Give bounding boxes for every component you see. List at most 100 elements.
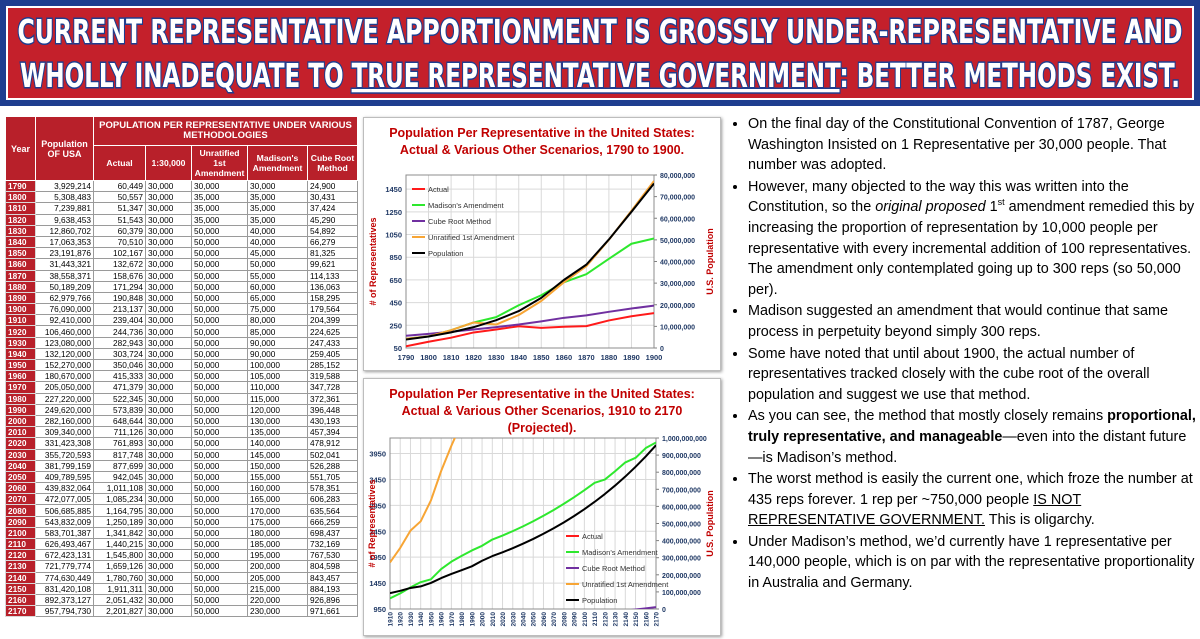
value-cell: 205,000 bbox=[247, 571, 308, 584]
table-row: 1820 9,638,453 51,543 30,000 35,000 35,000 45,… bbox=[5, 213, 359, 226]
value-cell: 45,000 bbox=[247, 247, 308, 260]
y-tick-label: 1450 bbox=[369, 579, 386, 588]
year-cell: 2070 bbox=[5, 493, 36, 506]
x-tick-label: 1880 bbox=[601, 353, 618, 362]
y2-tick-label: 600,000,000 bbox=[662, 504, 701, 511]
value-cell: 7,239,881 bbox=[35, 202, 94, 215]
value-cell: 30,000 bbox=[145, 280, 192, 293]
value-cell: 551,705 bbox=[306, 470, 359, 484]
table-row: 2160 892,373,127 2,051,432 30,000 50,000 220,… bbox=[5, 593, 359, 607]
data-table-container: Year Population OF USA POPULATION PER REPR… bbox=[5, 116, 359, 618]
table-row: 2060 439,832,064 1,011,108 30,000 50,000 160,… bbox=[5, 482, 359, 495]
value-cell: 99,621 bbox=[306, 258, 359, 271]
y-axis-title: # of Representatives bbox=[368, 217, 378, 305]
value-cell: 543,832,009 bbox=[35, 515, 94, 528]
value-cell: 50,000 bbox=[191, 291, 248, 305]
value-cell: 30,000 bbox=[145, 179, 192, 193]
bullet: However, many objected to the way this w… bbox=[748, 177, 1196, 301]
value-cell: 12,860,702 bbox=[35, 224, 94, 237]
y-tick-label: 2950 bbox=[369, 501, 386, 510]
header-row: Year Population OF USA POPULATION PER REPR… bbox=[5, 116, 359, 181]
title-line: WHOLLY INADEQUATE TO TRUE REPRESENTATIVE… bbox=[20, 56, 1180, 95]
value-cell: 90,000 bbox=[247, 347, 308, 361]
value-cell: 24,900 bbox=[306, 179, 359, 193]
year-cell: 2040 bbox=[5, 459, 36, 472]
value-cell: 195,000 bbox=[247, 549, 308, 562]
y2-axis-title: U.S. Population bbox=[705, 228, 715, 295]
value-cell: 102,167 bbox=[93, 247, 146, 260]
value-cell: 3,929,214 bbox=[35, 179, 94, 193]
value-cell: 672,423,131 bbox=[35, 549, 94, 562]
value-cell: 115,000 bbox=[247, 392, 308, 405]
value-cell: 30,000 bbox=[145, 470, 192, 484]
value-cell: 81,325 bbox=[306, 247, 359, 260]
value-cell: 1,011,108 bbox=[93, 482, 146, 495]
value-cell: 732,169 bbox=[306, 537, 359, 551]
value-cell: 50,000 bbox=[191, 269, 248, 282]
value-cell: 774,630,449 bbox=[35, 571, 94, 584]
value-cell: 50,000 bbox=[191, 392, 248, 405]
x-tick-label: 2040 bbox=[521, 612, 528, 627]
y2-axis-title: U.S. Population bbox=[705, 490, 715, 557]
year-cell: 1960 bbox=[5, 370, 36, 383]
series-line bbox=[406, 312, 654, 348]
value-cell: 635,564 bbox=[306, 504, 359, 517]
year-cell: 2080 bbox=[5, 504, 36, 517]
year-cell: 1830 bbox=[5, 224, 36, 237]
value-cell: 50,000 bbox=[191, 526, 248, 540]
y2-tick-label: 30,000,000 bbox=[660, 281, 695, 288]
x-tick-label: 1900 bbox=[646, 353, 663, 362]
value-cell: 215,000 bbox=[247, 582, 308, 595]
value-cell: 30,000 bbox=[247, 179, 308, 193]
value-cell: 350,046 bbox=[93, 358, 146, 372]
y2-tick-label: 70,000,000 bbox=[660, 195, 695, 202]
value-cell: 179,564 bbox=[306, 303, 359, 316]
value-cell: 347,728 bbox=[306, 381, 359, 394]
year-cell: 1990 bbox=[5, 403, 36, 416]
table-body: 1790 3,929,214 60,449 30,000 30,000 30,000 24,… bbox=[5, 179, 359, 618]
value-cell: 2,201,827 bbox=[93, 605, 146, 618]
bullet-text: —even into the distant future—is Madison… bbox=[748, 428, 1187, 466]
year-cell: 2170 bbox=[5, 605, 36, 618]
table-row: 1800 5,308,483 50,557 30,000 35,000 35,000 30,… bbox=[5, 191, 359, 204]
year-cell: 2090 bbox=[5, 515, 36, 528]
bullet-text: On the final day of the Constitutional C… bbox=[748, 116, 1167, 174]
value-cell: 30,000 bbox=[145, 515, 192, 528]
value-cell: 171,294 bbox=[93, 280, 146, 293]
value-cell: 136,063 bbox=[306, 280, 359, 293]
value-cell: 30,000 bbox=[145, 537, 192, 551]
value-cell: 50,000 bbox=[191, 515, 248, 528]
value-cell: 50,000 bbox=[191, 537, 248, 551]
value-cell: 100,000 bbox=[247, 358, 308, 372]
value-cell: 892,373,127 bbox=[35, 593, 94, 607]
value-cell: 152,270,000 bbox=[35, 358, 94, 372]
value-cell: 1,911,311 bbox=[93, 582, 146, 595]
value-cell: 123,080,000 bbox=[35, 336, 94, 349]
header-cell: Madison's Amendment bbox=[247, 145, 308, 181]
x-tick-label: 2160 bbox=[643, 612, 650, 627]
value-cell: 66,279 bbox=[306, 235, 359, 249]
bullet: On the final day of the Constitutional C… bbox=[748, 114, 1196, 176]
value-cell: 55,000 bbox=[247, 269, 308, 282]
x-tick-label: 1920 bbox=[398, 612, 405, 627]
x-tick-label: 2050 bbox=[531, 612, 538, 627]
y-tick-label: 850 bbox=[389, 253, 402, 262]
series-line bbox=[406, 304, 654, 337]
value-cell: 578,351 bbox=[306, 482, 359, 495]
value-cell: 50,000 bbox=[191, 504, 248, 517]
table-row: 2130 721,779,774 1,659,126 30,000 50,000 200,… bbox=[5, 560, 359, 573]
x-tick-label: 1840 bbox=[510, 353, 527, 362]
value-cell: 37,424 bbox=[306, 202, 359, 215]
y-tick-label: 1450 bbox=[385, 185, 402, 194]
value-cell: 30,000 bbox=[145, 526, 192, 540]
value-cell: 1,085,234 bbox=[93, 493, 146, 506]
value-cell: 721,779,774 bbox=[35, 560, 94, 573]
table-row: 2170 957,794,730 2,201,827 30,000 50,000 230,… bbox=[5, 605, 359, 618]
value-cell: 409,789,595 bbox=[35, 470, 94, 484]
y-tick-label: 450 bbox=[389, 299, 402, 308]
chart-1910-2170: Population Per Representative in the Uni… bbox=[363, 378, 721, 636]
x-tick-label: 2030 bbox=[510, 612, 517, 627]
year-cell: 2150 bbox=[5, 582, 36, 595]
value-cell: 767,530 bbox=[306, 549, 359, 562]
x-tick-label: 2010 bbox=[490, 612, 497, 627]
